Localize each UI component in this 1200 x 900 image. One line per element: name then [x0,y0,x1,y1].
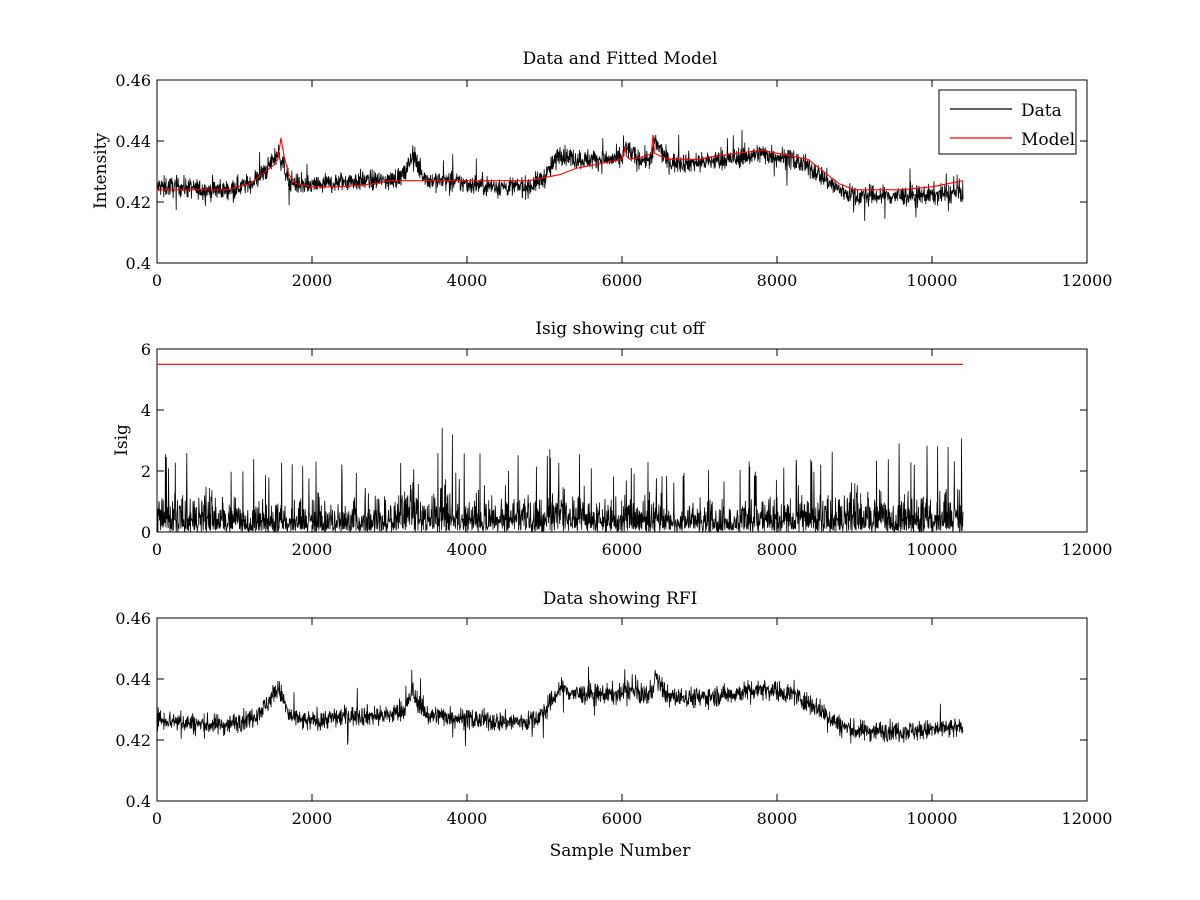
y-tick-label: 6 [141,340,151,359]
legend-label-model: Model [1021,130,1075,150]
x-tick-label: 4000 [447,809,488,828]
x-tick-label: 2000 [292,809,333,828]
x-tick-label: 2000 [292,540,333,559]
y-tick-label: 0.4 [126,254,151,273]
panel-data-model: Data and Fitted Model Intensity 0 2000 400… [91,49,1112,290]
x-tick-label: 8000 [757,540,798,559]
x-tick-label: 10000 [907,540,958,559]
y-tick-label: 0.42 [115,193,151,212]
x-tick-label: 12000 [1062,540,1113,559]
x-tick-label: 6000 [602,809,643,828]
plot-area: 0 2000 4000 6000 8000 10000 12000 0.4 0.42 0.44 0.… [115,609,1112,828]
y-tick-label: 0 [141,523,151,542]
y-axis-label: Intensity [91,133,111,209]
series-line-data [156,129,964,221]
plot-area: 0 2000 4000 6000 8000 10000 12000 0 2 4 6 [141,340,1113,559]
x-tick-label: 2000 [292,271,333,290]
y-tick-label: 0.44 [115,670,151,689]
y-axis-label: Isig [112,424,132,456]
panel-data-rfi: Data showing RFI 0 2000 4000 6000 8000 10000 1… [115,589,1112,828]
series-line-data [156,666,964,747]
y-tick-label: 0.46 [115,609,151,628]
panel-isig: Isig showing cut off Isig 0 2000 4000 6000 8… [112,319,1112,559]
legend: Data Model [938,89,1077,155]
panel-title: Data showing RFI [543,589,698,609]
x-tick-label: 0 [152,271,162,290]
x-tick-label: 8000 [757,271,798,290]
x-axis-label: Sample Number [550,841,692,861]
panel-title: Isig showing cut off [535,319,706,339]
x-tick-label: 8000 [757,809,798,828]
y-tick-label: 0.4 [126,792,151,811]
series-line-isig [156,427,964,533]
x-tick-label: 0 [152,540,162,559]
series-line-model [157,134,964,191]
plot-area: 0 2000 4000 6000 8000 10000 12000 0.4 0.42 0.44 0.… [115,71,1112,290]
x-tick-label: 4000 [447,271,488,290]
panel-title: Data and Fitted Model [523,49,718,69]
x-tick-label: 10000 [907,809,958,828]
x-tick-label: 10000 [907,271,958,290]
x-tick-label: 12000 [1062,271,1113,290]
y-tick-label: 0.46 [115,71,151,90]
y-tick-label: 4 [141,401,151,420]
legend-box [938,89,1077,155]
y-tick-label: 0.42 [115,731,151,750]
x-tick-label: 12000 [1062,809,1113,828]
y-tick-label: 0.44 [115,132,151,151]
legend-label-data: Data [1021,101,1062,121]
y-tick-label: 2 [141,462,151,481]
x-tick-label: 0 [152,809,162,828]
x-tick-label: 6000 [602,540,643,559]
x-tick-label: 6000 [602,271,643,290]
x-tick-label: 4000 [447,540,488,559]
